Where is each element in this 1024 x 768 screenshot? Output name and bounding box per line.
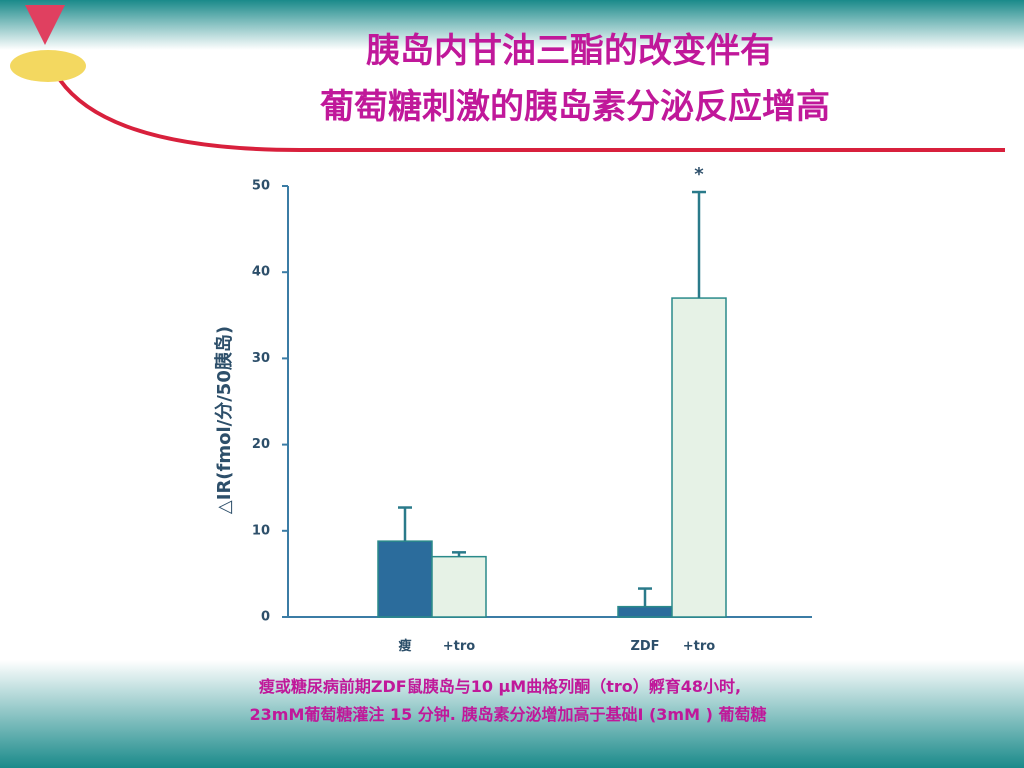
bar xyxy=(617,605,673,618)
y-axis-label: △IR(fmol/分/50胰岛) xyxy=(213,326,235,514)
title: 胰岛内甘油三酯的改变伴有 xyxy=(366,31,774,71)
caption: 23mM葡萄糖灌注 15 分钟. 胰岛素分泌增加高于基础I (3mM ) 葡萄糖 xyxy=(250,705,767,724)
y-tick-label: 30 xyxy=(252,351,270,366)
bar xyxy=(377,540,433,618)
error-bar xyxy=(452,551,466,557)
y-tick-label: 0 xyxy=(261,610,270,625)
caption: 瘦或糖尿病前期ZDF鼠胰岛与10 μM曲格列酮（tro）孵育48小时, xyxy=(259,677,741,696)
y-tick-label: 50 xyxy=(252,179,270,194)
bar xyxy=(671,297,727,618)
x-tick-label: +tro xyxy=(443,639,476,654)
y-tick-label: 40 xyxy=(252,265,270,280)
error-bar xyxy=(398,506,412,542)
x-tick-label: ZDF xyxy=(630,639,659,654)
error-bar xyxy=(638,587,652,607)
decor-pancreas xyxy=(10,50,86,82)
decor-cone xyxy=(25,5,65,45)
y-tick-label: 20 xyxy=(252,437,270,452)
x-tick-label: +tro xyxy=(683,639,716,654)
x-tick-label: 瘦 xyxy=(398,638,411,654)
title: 葡萄糖刺激的胰岛素分泌反应增高 xyxy=(320,87,830,127)
decor-line xyxy=(58,78,1005,152)
error-bar xyxy=(692,190,706,299)
bottom-band xyxy=(0,660,1024,768)
annotation: * xyxy=(694,164,704,185)
top-band xyxy=(0,0,1024,50)
y-tick-label: 10 xyxy=(252,523,270,538)
bar xyxy=(431,555,487,618)
